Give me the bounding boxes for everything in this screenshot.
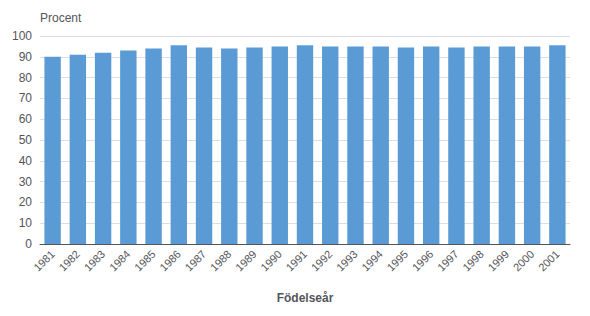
svg-text:40: 40: [19, 154, 33, 168]
svg-text:1999: 1999: [485, 248, 511, 274]
svg-text:90: 90: [19, 50, 33, 64]
svg-text:1991: 1991: [283, 248, 309, 274]
svg-text:1988: 1988: [208, 248, 234, 274]
svg-text:1994: 1994: [359, 248, 385, 274]
svg-text:1983: 1983: [82, 248, 108, 274]
svg-text:60: 60: [19, 112, 33, 126]
svg-text:2000: 2000: [511, 248, 537, 274]
svg-text:1996: 1996: [410, 248, 436, 274]
svg-text:100: 100: [12, 29, 32, 43]
svg-text:30: 30: [19, 175, 33, 189]
svg-text:1989: 1989: [233, 248, 259, 274]
svg-text:1987: 1987: [183, 248, 209, 274]
svg-text:Procent: Procent: [40, 11, 82, 25]
svg-text:50: 50: [19, 133, 33, 147]
svg-text:1990: 1990: [258, 248, 284, 274]
svg-text:2001: 2001: [536, 248, 562, 274]
svg-text:1981: 1981: [31, 248, 57, 274]
svg-text:1982: 1982: [56, 248, 82, 274]
svg-text:0: 0: [25, 237, 32, 251]
svg-text:1992: 1992: [309, 248, 335, 274]
svg-text:1998: 1998: [460, 248, 486, 274]
svg-text:20: 20: [19, 195, 33, 209]
svg-text:10: 10: [19, 216, 33, 230]
svg-text:1997: 1997: [435, 248, 461, 274]
svg-text:1986: 1986: [157, 248, 183, 274]
svg-text:1984: 1984: [107, 248, 133, 274]
svg-text:Födelseår: Födelseår: [277, 291, 334, 305]
svg-text:1995: 1995: [384, 248, 410, 274]
svg-text:1993: 1993: [334, 248, 360, 274]
svg-text:1985: 1985: [132, 248, 158, 274]
svg-text:80: 80: [19, 71, 33, 85]
svg-text:70: 70: [19, 91, 33, 105]
